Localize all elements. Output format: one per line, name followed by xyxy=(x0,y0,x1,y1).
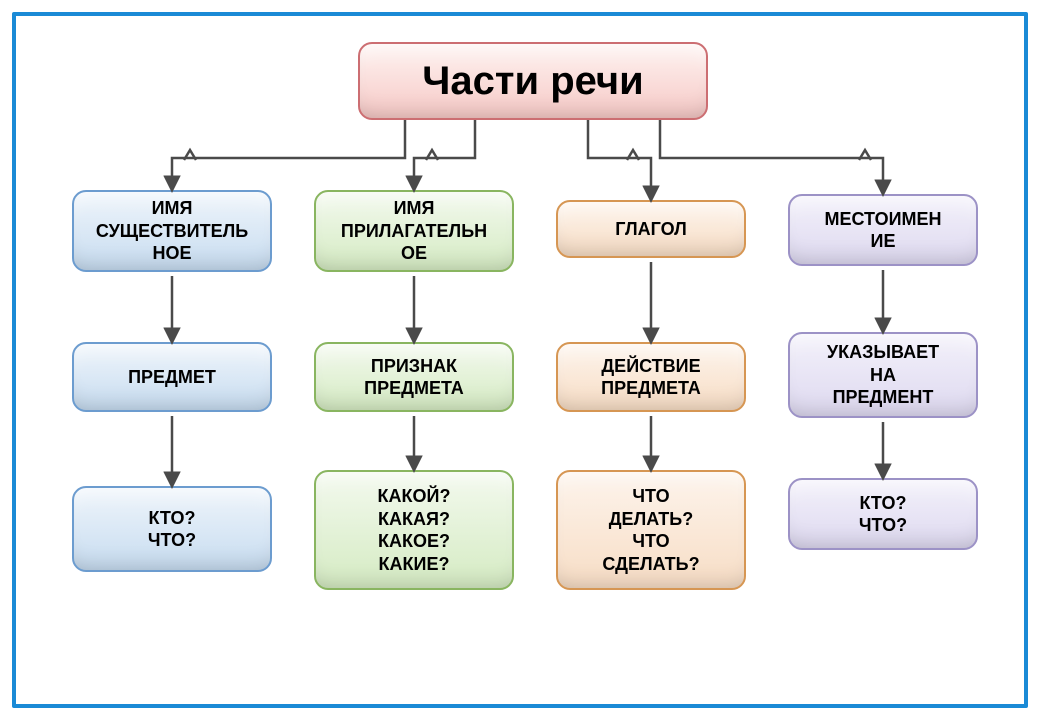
label: МЕСТОИМЕНИЕ xyxy=(824,208,941,253)
node-col2-r2: ПРИЗНАКПРЕДМЕТА xyxy=(314,342,514,412)
label: УКАЗЫВАЕТНАПРЕДМЕНТ xyxy=(827,341,939,409)
label: ПРЕДМЕТ xyxy=(128,366,216,389)
label: КТО?ЧТО? xyxy=(859,492,907,537)
label: ИМЯ СУЩЕСТВИТЕЛЬНОЕ xyxy=(82,197,262,265)
node-col2-r1: ИМЯ ПРИЛАГАТЕЛЬНОЕ xyxy=(314,190,514,272)
node-col2-r3: КАКОЙ?КАКАЯ?КАКОЕ?КАКИЕ? xyxy=(314,470,514,590)
label: ДЕЙСТВИЕПРЕДМЕТА xyxy=(601,355,701,400)
label: КАКОЙ?КАКАЯ?КАКОЕ?КАКИЕ? xyxy=(378,485,451,575)
node-col3-r1: ГЛАГОЛ xyxy=(556,200,746,258)
node-col3-r3: ЧТОДЕЛАТЬ?ЧТОСДЕЛАТЬ? xyxy=(556,470,746,590)
node-col1-r2: ПРЕДМЕТ xyxy=(72,342,272,412)
node-col1-r3: КТО?ЧТО? xyxy=(72,486,272,572)
title-text: Части речи xyxy=(422,56,643,106)
node-col1-r1: ИМЯ СУЩЕСТВИТЕЛЬНОЕ xyxy=(72,190,272,272)
node-col4-r1: МЕСТОИМЕНИЕ xyxy=(788,194,978,266)
node-col4-r3: КТО?ЧТО? xyxy=(788,478,978,550)
title-node: Части речи xyxy=(358,42,708,120)
label: ГЛАГОЛ xyxy=(615,218,687,241)
label: ИМЯ ПРИЛАГАТЕЛЬНОЕ xyxy=(324,197,504,265)
label: ЧТОДЕЛАТЬ?ЧТОСДЕЛАТЬ? xyxy=(602,485,699,575)
node-col3-r2: ДЕЙСТВИЕПРЕДМЕТА xyxy=(556,342,746,412)
node-col4-r2: УКАЗЫВАЕТНАПРЕДМЕНТ xyxy=(788,332,978,418)
label: ПРИЗНАКПРЕДМЕТА xyxy=(364,355,464,400)
label: КТО?ЧТО? xyxy=(148,507,196,552)
